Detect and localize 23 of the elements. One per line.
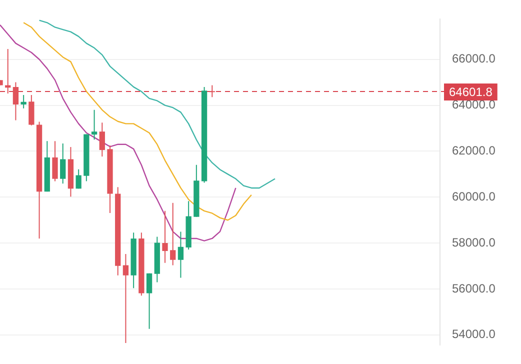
y-tick-label: 54000.0 (452, 327, 496, 342)
y-tick-label: 66000.0 (452, 52, 496, 66)
candlestick (5, 48, 11, 94)
candlestick (28, 94, 34, 126)
candlestick (122, 254, 129, 344)
y-tick-label: 58000.0 (452, 235, 496, 250)
y-tick-label: 62000.0 (452, 144, 496, 158)
candlestick (170, 202, 176, 266)
candlestick (60, 142, 66, 184)
y-tick-label: 56000.0 (452, 281, 496, 296)
y-tick-label: 64000.0 (452, 98, 496, 112)
candlestick (99, 122, 105, 158)
candlestick (20, 94, 26, 109)
candlestick (12, 82, 19, 121)
ref-line-label: 64601.8 (449, 84, 493, 99)
y-tick-label: 60000.0 (452, 189, 496, 204)
candlestick (178, 231, 184, 278)
candlestick (52, 140, 58, 182)
candlestick (146, 272, 152, 330)
candlestick (162, 210, 168, 264)
candlestick (91, 109, 98, 140)
candlestick (76, 168, 82, 190)
candlestick (209, 84, 215, 98)
